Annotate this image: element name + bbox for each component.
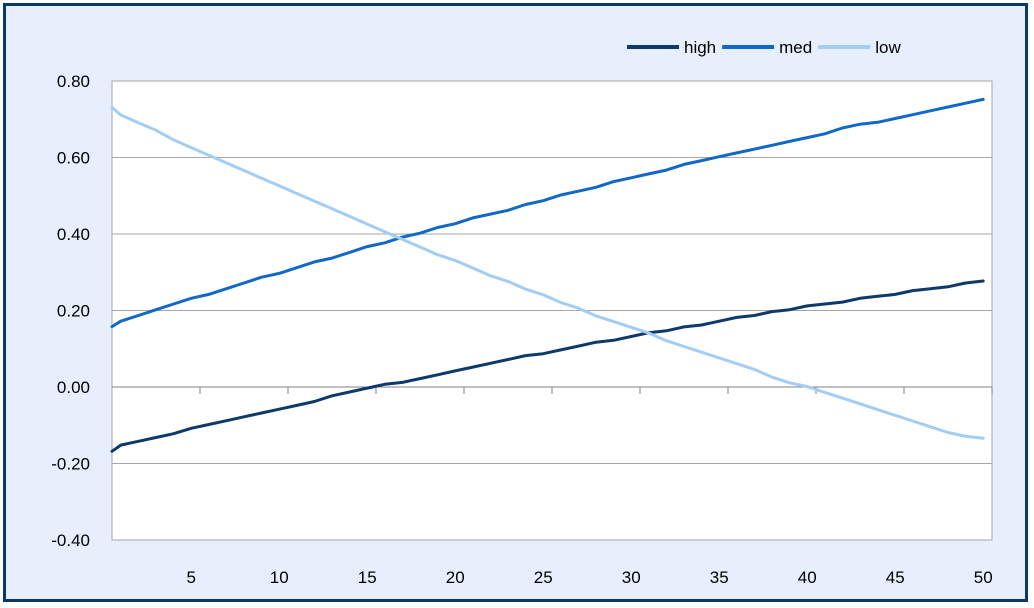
x-tick-label: 5 bbox=[186, 568, 195, 587]
y-tick-label: -0.40 bbox=[51, 531, 90, 550]
x-tick-label: 35 bbox=[710, 568, 729, 587]
series-line-high bbox=[110, 279, 985, 453]
axes: -0.40 -0.20 0.00 0.20 0.40 0.60 0.80 5 10 15 20 25 3… bbox=[51, 72, 992, 587]
legend-label-high: high bbox=[684, 38, 716, 57]
plot-border bbox=[111, 80, 993, 541]
x-tick-label: 10 bbox=[270, 568, 289, 587]
y-tick-label: -0.20 bbox=[51, 455, 90, 474]
y-tick-label: 0.40 bbox=[57, 225, 90, 244]
series-lines bbox=[110, 97, 985, 453]
x-tick-label: 25 bbox=[534, 568, 553, 587]
series-line-low bbox=[110, 105, 985, 440]
legend-label-low: low bbox=[875, 38, 901, 57]
x-tick-label: 50 bbox=[974, 568, 993, 587]
x-tick-label: 15 bbox=[358, 568, 377, 587]
x-tick-label: 20 bbox=[446, 568, 465, 587]
y-tick-label: 0.00 bbox=[57, 378, 90, 397]
x-tick-label: 45 bbox=[886, 568, 905, 587]
x-tick-label: 40 bbox=[798, 568, 817, 587]
y-tick-label: 0.80 bbox=[57, 72, 90, 91]
x-tick-label: 30 bbox=[622, 568, 641, 587]
legend: high med low bbox=[627, 38, 901, 57]
y-tick-label: 0.60 bbox=[57, 149, 90, 168]
legend-label-med: med bbox=[779, 38, 812, 57]
y-tick-label: 0.20 bbox=[57, 302, 90, 321]
series-line-med bbox=[110, 97, 985, 329]
